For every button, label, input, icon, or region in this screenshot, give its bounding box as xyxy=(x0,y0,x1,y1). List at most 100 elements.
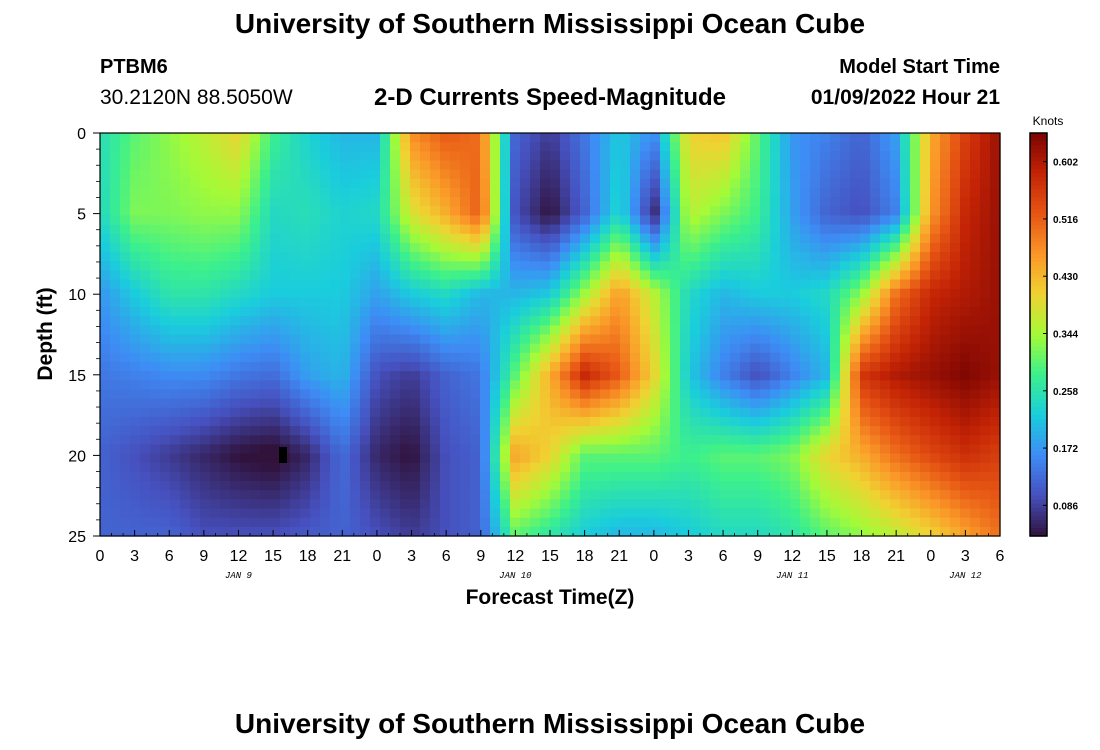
heatmap-cell xyxy=(460,288,471,299)
heatmap-cell xyxy=(290,142,301,152)
heatmap-cell xyxy=(650,160,661,171)
heatmap-cell xyxy=(520,334,531,345)
heatmap-cell xyxy=(610,270,621,281)
heatmap-cell xyxy=(310,142,321,152)
heatmap-cell xyxy=(160,142,171,152)
heatmap-cell xyxy=(180,398,191,409)
heatmap-cell xyxy=(480,252,491,262)
heatmap-cell xyxy=(100,133,111,143)
heatmap-cell xyxy=(400,426,411,436)
heatmap-cell xyxy=(930,307,941,317)
heatmap-cell xyxy=(990,371,1001,381)
heatmap-cell xyxy=(210,270,221,281)
heatmap-cell xyxy=(860,426,871,436)
heatmap-cell xyxy=(480,197,491,207)
heatmap-cell xyxy=(500,398,511,409)
heatmap-cell xyxy=(380,371,391,381)
heatmap-cell xyxy=(480,142,491,152)
heatmap-cell xyxy=(640,142,651,152)
heatmap-cell xyxy=(140,471,151,482)
heatmap-cell xyxy=(140,416,151,427)
heatmap-cell xyxy=(790,261,801,271)
heatmap-cell xyxy=(700,233,711,244)
heatmap-cell xyxy=(650,151,661,162)
heatmap-cell xyxy=(930,169,941,180)
heatmap-cell xyxy=(880,325,891,336)
heatmap-cell xyxy=(380,297,391,308)
heatmap-cell xyxy=(300,343,311,354)
heatmap-cell xyxy=(500,206,511,217)
heatmap-cell xyxy=(450,398,461,409)
heatmap-cell xyxy=(840,242,851,253)
heatmap-cell xyxy=(880,481,891,491)
heatmap-cell xyxy=(860,142,871,152)
heatmap-cell xyxy=(820,206,831,217)
heatmap-cell xyxy=(710,508,721,519)
heatmap-cell xyxy=(570,187,581,198)
heatmap-cell xyxy=(250,316,261,326)
heatmap-cell xyxy=(340,471,351,482)
heatmap-cell xyxy=(930,197,941,207)
heatmap-cell xyxy=(720,279,731,290)
heatmap-cell xyxy=(390,307,401,317)
heatmap-cell xyxy=(730,352,741,363)
heatmap-cell xyxy=(750,206,761,217)
heatmap-cell xyxy=(200,151,211,162)
heatmap-cell xyxy=(230,206,241,217)
heatmap-cell xyxy=(460,178,471,189)
heatmap-cell xyxy=(380,526,391,537)
heatmap-cell xyxy=(230,233,241,244)
heatmap-cell xyxy=(620,242,631,253)
heatmap-cell xyxy=(200,471,211,482)
heatmap-cell xyxy=(790,416,801,427)
heatmap-cell xyxy=(310,187,321,198)
heatmap-cell xyxy=(760,242,771,253)
heatmap-cell xyxy=(990,233,1001,244)
heatmap-cell xyxy=(380,206,391,217)
heatmap-cell xyxy=(930,361,941,372)
heatmap-cell xyxy=(670,178,681,189)
heatmap-cell xyxy=(860,288,871,299)
heatmap-cell xyxy=(530,361,541,372)
heatmap-cell xyxy=(700,325,711,336)
heatmap-cell xyxy=(690,526,701,537)
heatmap-cell xyxy=(680,307,691,317)
heatmap-cell xyxy=(790,206,801,217)
heatmap-cell xyxy=(530,416,541,427)
heatmap-cell xyxy=(130,316,141,326)
heatmap-cell xyxy=(960,316,971,326)
heatmap-cell xyxy=(830,233,841,244)
heatmap-cell xyxy=(450,453,461,464)
heatmap-cell xyxy=(300,398,311,409)
heatmap-cell xyxy=(500,499,511,510)
heatmap-cell xyxy=(430,517,441,528)
heatmap-cell xyxy=(490,499,501,510)
heatmap-cell xyxy=(850,398,861,409)
heatmap-cell xyxy=(880,307,891,317)
heatmap-cell xyxy=(600,499,611,510)
heatmap-cell xyxy=(350,426,361,436)
heatmap-cell xyxy=(370,316,381,326)
heatmap-cell xyxy=(330,517,341,528)
heatmap-cell xyxy=(800,233,811,244)
heatmap-cell xyxy=(260,371,271,381)
heatmap-cell xyxy=(760,252,771,262)
heatmap-cell xyxy=(920,508,931,519)
heatmap-cell xyxy=(760,316,771,326)
heatmap-cell xyxy=(660,316,671,326)
heatmap-cell xyxy=(810,178,821,189)
heatmap-cell xyxy=(710,151,721,162)
heatmap-cell xyxy=(790,499,801,510)
heatmap-cell xyxy=(490,352,501,363)
heatmap-cell xyxy=(570,343,581,354)
heatmap-cell xyxy=(760,499,771,510)
heatmap-cell xyxy=(970,508,981,519)
heatmap-cell xyxy=(910,178,921,189)
heatmap-cell xyxy=(860,261,871,271)
heatmap-cell xyxy=(660,499,671,510)
heatmap-cell xyxy=(760,361,771,372)
heatmap-cell xyxy=(380,178,391,189)
heatmap-cell xyxy=(880,206,891,217)
heatmap-cell xyxy=(290,508,301,519)
